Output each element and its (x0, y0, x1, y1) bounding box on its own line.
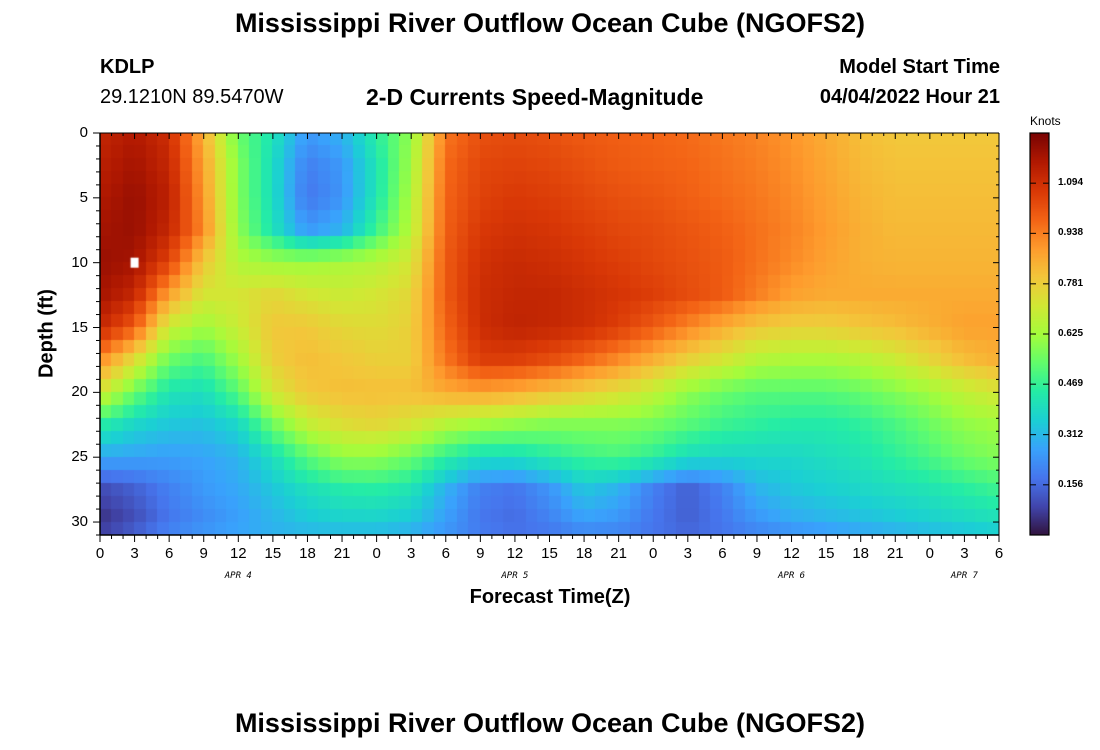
x-tick-label: 9 (752, 545, 762, 562)
speed-heatmap (100, 133, 999, 535)
y-tick-label: 30 (71, 513, 88, 531)
x-tick-label: 15 (264, 545, 282, 562)
x-date-label: APR 4 (224, 571, 252, 581)
colorbar-tick-label: 0.625 (1058, 328, 1084, 339)
colorbar-tick-label: 0.312 (1058, 428, 1084, 440)
x-tick-label: 18 (852, 545, 870, 562)
x-axis-label: Forecast Time(Z) (469, 586, 631, 608)
x-tick-label: 6 (164, 545, 174, 562)
x-tick-label: 0 (95, 545, 105, 562)
x-tick-label: 3 (407, 545, 416, 562)
colorbar-unit: Knots (1030, 114, 1061, 128)
x-tick-label: 21 (610, 545, 627, 562)
footer-title: Mississippi River Outflow Ocean Cube (NG… (234, 708, 866, 738)
x-tick-label: 21 (333, 545, 351, 562)
y-tick-label: 15 (71, 318, 88, 336)
x-tick-label: 0 (649, 545, 658, 562)
x-tick-label: 15 (541, 545, 558, 562)
y-tick-label: 25 (71, 448, 88, 466)
y-tick-label: 20 (71, 383, 88, 401)
x-tick-label: 3 (130, 545, 139, 562)
x-tick-label: 9 (476, 545, 485, 562)
x-tick-label: 21 (886, 545, 904, 562)
chart-subtitle: 2-D Currents Speed-Magnitude (366, 84, 704, 110)
x-tick-label: 6 (441, 545, 450, 562)
x-tick-label: 3 (683, 545, 692, 562)
x-tick-label: 9 (199, 545, 208, 562)
station-coordinates: 29.1210N 89.5470W (100, 86, 284, 108)
x-tick-label: 6 (994, 545, 1004, 562)
x-tick-label: 18 (299, 545, 316, 562)
y-tick-label: 0 (79, 124, 88, 141)
x-tick-label: 12 (506, 545, 524, 562)
colorbar-tick-label: 1.094 (1058, 177, 1084, 189)
x-tick-label: 15 (817, 545, 835, 562)
colorbar-tick-label: 0.938 (1058, 227, 1084, 239)
chart-title: Mississippi River Outflow Ocean Cube (NG… (234, 8, 866, 38)
x-date-label: APR 5 (501, 571, 529, 581)
x-tick-label: 12 (229, 545, 247, 562)
model-start-time: 04/04/2022 Hour 21 (819, 86, 1000, 108)
x-tick-label: 0 (372, 545, 381, 562)
x-tick-label: 6 (718, 545, 727, 562)
x-tick-label: 18 (575, 545, 593, 562)
y-tick-label: 5 (79, 188, 88, 206)
colorbar-tick-label: 0.469 (1058, 378, 1084, 390)
x-tick-label: 0 (925, 545, 935, 562)
model-start-label: Model Start Time (839, 56, 1000, 78)
station-id: KDLP (100, 56, 155, 78)
colorbar-tick-label: 0.156 (1058, 478, 1084, 490)
x-date-label: APR 7 (950, 571, 978, 581)
x-tick-label: 3 (960, 545, 969, 562)
x-date-label: APR 6 (777, 571, 806, 581)
x-tick-label: 12 (783, 545, 800, 562)
colorbar-tick-label: 0.781 (1058, 277, 1084, 289)
y-tick-label: 10 (71, 253, 88, 271)
